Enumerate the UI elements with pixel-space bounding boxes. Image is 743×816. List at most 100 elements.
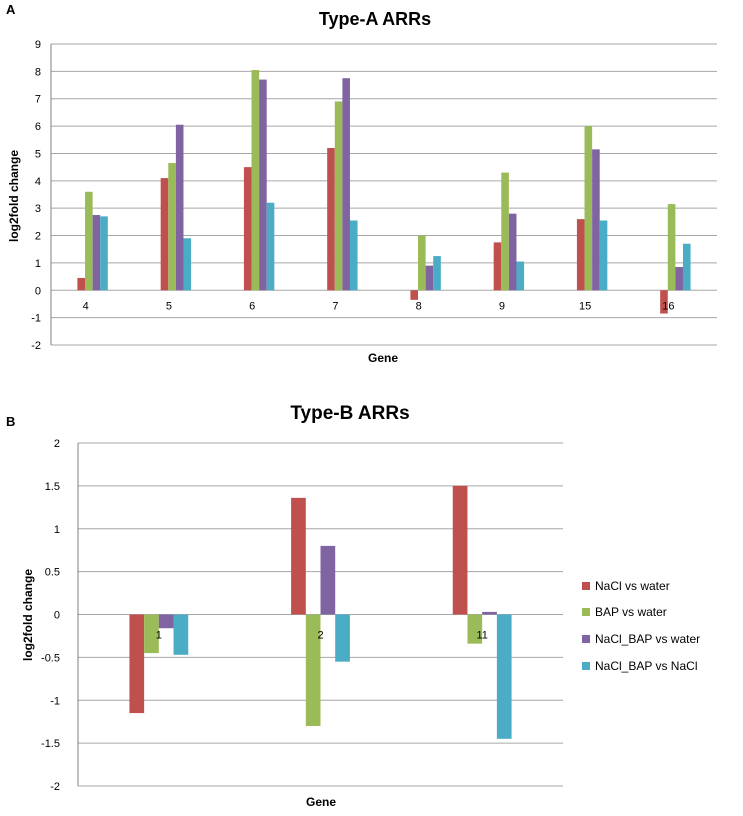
panel-a-y-label: log2fold change: [7, 150, 21, 242]
category-label-15: 15: [579, 300, 591, 312]
bar-nacl-bap-vs-water-gene-6: [259, 79, 267, 291]
category-label-11: 11: [476, 630, 487, 642]
y-tick-label: 0: [54, 610, 60, 622]
category-label-4: 4: [83, 300, 89, 312]
bar-nacl-vs-water-gene-6: [243, 167, 252, 291]
y-tick-label: 2: [54, 438, 60, 450]
panel-b-category-labels: 1 2 11: [156, 630, 488, 642]
y-tick-label: -1.5: [41, 738, 60, 750]
panel-b-y-ticks: -2 -1.5 -1 -0.5 0 0.5 1 1.5 2: [41, 438, 60, 793]
panel-a-x-label: Gene: [368, 351, 398, 365]
bar-nacl-bap-vs-water-gene-9: [508, 213, 517, 291]
legend-label-nacl-bap-vs-nacl: NaCl_BAP vs NaCl: [595, 659, 697, 673]
y-tick-label: 1: [54, 524, 60, 536]
bar-bap-vs-water-gene-11: [467, 614, 483, 644]
category-label-1: 1: [156, 630, 162, 642]
bar-bap-vs-water-gene-16: [667, 204, 676, 291]
bar-nacl-vs-water-gene-5: [160, 178, 169, 291]
bar-nacl-bap-vs-nacl-gene-1: [173, 614, 189, 655]
category-label-8: 8: [416, 300, 422, 312]
category-label-16: 16: [662, 300, 674, 312]
category-label-7: 7: [332, 300, 338, 312]
bar-bap-vs-water-gene-7: [334, 101, 343, 291]
legend-label-bap-vs-water: BAP vs water: [595, 605, 667, 619]
bar-bap-vs-water-gene-2: [305, 614, 321, 726]
bar-nacl-bap-vs-water-gene-4: [92, 215, 101, 291]
bar-bap-vs-water-gene-9: [501, 172, 509, 291]
y-tick-label: -2: [31, 340, 41, 352]
bar-nacl-bap-vs-water-gene-11: [482, 611, 497, 615]
panel-b-title: Type-B ARRs: [290, 403, 409, 424]
y-tick-label: 3: [35, 203, 41, 215]
panel-b-letter: B: [6, 414, 15, 429]
panel-a-gridlines: [51, 43, 717, 346]
legend: NaCl vs water BAP vs water NaCl_BAP vs w…: [582, 579, 700, 673]
bar-nacl-bap-vs-nacl-gene-15: [599, 220, 608, 291]
bar-nacl-bap-vs-water-gene-16: [675, 267, 683, 291]
y-tick-label: 4: [35, 176, 41, 188]
bar-nacl-bap-vs-nacl-gene-8: [433, 256, 441, 291]
category-label-5: 5: [166, 300, 172, 312]
bar-nacl-bap-vs-nacl-gene-11: [496, 614, 512, 739]
legend-swatch-nacl-bap-vs-nacl: [582, 662, 590, 670]
y-tick-label: 1.5: [45, 481, 60, 493]
bar-bap-vs-water-gene-15: [584, 126, 593, 291]
category-label-6: 6: [249, 300, 255, 312]
y-tick-label: 0.5: [45, 567, 60, 579]
bar-nacl-bap-vs-water-gene-2: [320, 545, 336, 615]
bar-nacl-vs-water-gene-11: [452, 485, 468, 615]
legend-label-nacl-bap-vs-water: NaCl_BAP vs water: [595, 632, 700, 646]
y-tick-label: 8: [35, 66, 41, 78]
bar-nacl-bap-vs-nacl-gene-6: [266, 202, 275, 291]
bar-bap-vs-water-gene-4: [85, 191, 93, 291]
y-tick-label: 9: [35, 39, 41, 51]
panel-b-y-label: log2fold change: [21, 569, 35, 661]
bar-nacl-vs-water-gene-2: [291, 497, 306, 615]
y-tick-label: -1: [31, 313, 41, 325]
bar-nacl-vs-water-gene-8: [410, 290, 419, 300]
bar-bap-vs-water-gene-8: [418, 235, 426, 291]
panel-a-bars: [77, 69, 691, 314]
panel-b-chart: B Type-B ARRs -2 -1.5 -1 -0.5 0 0.5 1 1.5 2 1 2 11…: [6, 403, 700, 809]
y-tick-label: 2: [35, 231, 41, 243]
bar-nacl-vs-water-gene-15: [576, 219, 585, 291]
panel-a-title: Type-A ARRs: [319, 9, 431, 29]
legend-swatch-bap-vs-water: [582, 608, 590, 616]
y-tick-label: 1: [35, 258, 41, 270]
panel-a-category-labels: 4 5 6 7 8 9 15 16: [83, 300, 675, 312]
y-tick-label: 6: [35, 121, 41, 133]
bar-nacl-bap-vs-nacl-gene-4: [100, 216, 108, 291]
bar-nacl-vs-water-gene-1: [129, 614, 145, 714]
y-tick-label: -0.5: [41, 652, 60, 664]
bar-nacl-bap-vs-nacl-gene-7: [349, 220, 358, 291]
bar-nacl-bap-vs-nacl-gene-5: [183, 238, 192, 291]
bar-nacl-bap-vs-water-gene-8: [425, 265, 434, 291]
bar-nacl-bap-vs-nacl-gene-2: [335, 614, 350, 662]
panel-a-letter: A: [6, 2, 16, 17]
panel-a-y-ticks: -2 -1 0 1 2 3 4 5 6 7 8 9: [31, 39, 41, 352]
bar-bap-vs-water-gene-6: [251, 69, 260, 291]
y-tick-label: -1: [50, 695, 60, 707]
panel-b-bars: [129, 485, 512, 739]
y-tick-label: -2: [50, 781, 60, 793]
y-tick-label: 7: [35, 94, 41, 106]
bar-nacl-bap-vs-water-gene-15: [592, 149, 600, 291]
y-tick-label: 5: [35, 148, 41, 160]
legend-swatch-nacl-vs-water: [582, 582, 590, 590]
panel-b-x-label: Gene: [306, 795, 336, 809]
category-label-9: 9: [499, 300, 505, 312]
bar-bap-vs-water-gene-1: [144, 614, 159, 654]
bar-nacl-vs-water-gene-7: [327, 147, 335, 291]
bar-nacl-bap-vs-nacl-gene-16: [682, 243, 691, 291]
bar-nacl-bap-vs-nacl-gene-9: [516, 261, 525, 291]
bar-nacl-vs-water-gene-16: [660, 290, 668, 314]
legend-label-nacl-vs-water: NaCl vs water: [595, 579, 670, 593]
bar-nacl-bap-vs-water-gene-7: [342, 78, 350, 291]
category-label-2: 2: [317, 630, 323, 642]
bar-nacl-bap-vs-water-gene-5: [175, 124, 184, 291]
bar-nacl-vs-water-gene-9: [493, 242, 502, 291]
legend-swatch-nacl-bap-vs-water: [582, 635, 590, 643]
bar-bap-vs-water-gene-5: [168, 163, 176, 291]
